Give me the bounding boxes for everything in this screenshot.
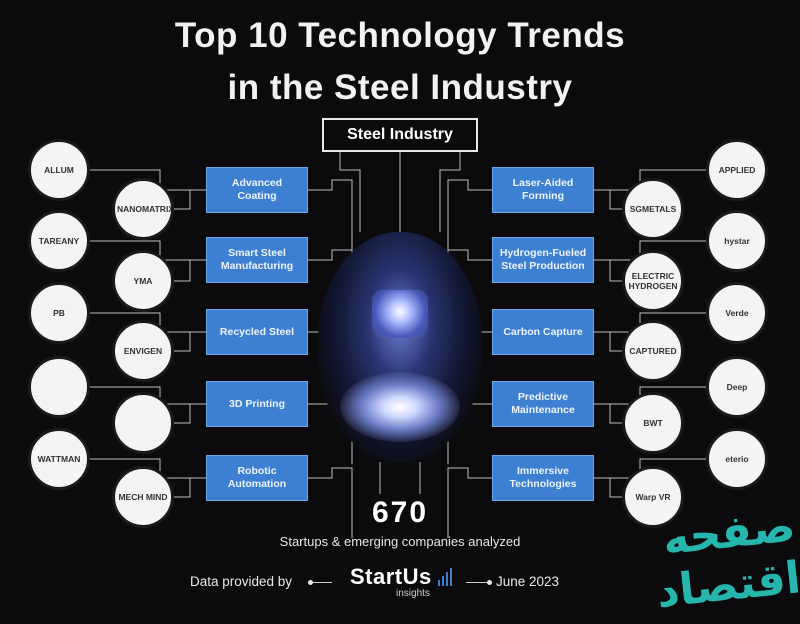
logo-left-3b: ENVIGEN [112,320,174,382]
connector-left-inner-4 [174,404,191,424]
connector-right-center-1 [447,179,492,250]
trend-box-left-1: Advanced Coating [206,167,308,213]
title-line-2: in the Steel Industry [227,68,573,107]
connector-left-outer-3 [90,312,206,333]
logo-left-5a: WATTMAN [28,428,90,490]
connector-right-inner-3 [609,332,622,352]
watermark-logo: صفحه اقتصاد [654,500,800,619]
connector-left-center-5 [308,467,353,538]
connector-hub-right [439,152,461,232]
logo-right-4a: Deep [706,356,768,418]
logo-right-2b: ELECTRIC HYDROGEN [622,250,684,312]
connector-hub-left [339,152,361,232]
connector-right-inner-1 [609,190,622,210]
brand-sub: insights [396,588,430,599]
footer-date: June 2023 [496,574,560,589]
logo-right-3a: Verde [706,282,768,344]
trend-box-left-3: Recycled Steel [206,309,308,355]
connector-left-outer-4 [90,386,206,405]
logo-right-4b: BWT [622,392,684,454]
logo-right-1a: APPLIED [706,139,768,201]
connector-left-outer-1 [90,169,206,191]
logo-right-2a: hystar [706,210,768,272]
connector-left-center-1 [308,179,353,250]
logo-left-1b: NANOMATRIX [112,178,174,240]
connector-right-inner-2 [609,260,622,282]
trend-box-right-2: Hydrogen-Fueled Steel Production [492,237,594,283]
logo-left-1a: ALLUM [28,139,90,201]
logo-left-2a: TAREANY [28,210,90,272]
logo-right-5b: Warp VR [622,466,684,528]
connector-right-center-5 [447,467,492,538]
connector-left-inner-1 [174,190,191,210]
startup-count-label: Startups & emerging companies analyzed [279,534,521,549]
logo-left-4a [28,356,90,418]
connector-left-inner-5 [174,478,191,498]
logo-left-2b: YMA [112,250,174,312]
connector-right-inner-5 [609,478,622,498]
trend-box-right-1: Laser-Aided Forming [492,167,594,213]
logo-right-1b: SGMETALS [622,178,684,240]
startus-logo: StartUs insights [344,564,456,600]
trend-box-right-4: Predictive Maintenance [492,381,594,427]
trend-box-right-5: Immersive Technologies [492,455,594,501]
logo-right-5a: eterio [706,428,768,490]
connector-left-inner-2 [174,260,191,282]
footer-data-provided: Data provided by [190,574,293,589]
startup-count: 670 [371,496,429,529]
connector-left-outer-2 [90,240,206,261]
title-line-1: Top 10 Technology Trends [174,16,626,55]
logo-left-4b [112,392,174,454]
glow-disc-icon [340,372,460,442]
connector-right-outer-2 [594,240,706,261]
connector-left-inner-3 [174,332,191,352]
trend-box-left-5: Robotic Automation [206,455,308,501]
footer-divider-right [466,580,492,585]
trend-box-right-3: Carbon Capture [492,309,594,355]
connector-left-outer-5 [90,458,206,479]
connector-right-inner-4 [609,404,622,424]
bars-icon [438,568,452,586]
trend-box-left-2: Smart Steel Manufacturing [206,237,308,283]
logo-left-3a: PB [28,282,90,344]
trend-box-left-4: 3D Printing [206,381,308,427]
brand-name: StartUs [350,564,432,589]
robot-arm-icon [372,290,428,338]
footer-divider-left [308,580,332,585]
logo-left-5b: MECH MIND [112,466,174,528]
logo-right-3b: CAPTURED [622,320,684,382]
hub-label: Steel Industry [322,118,478,152]
